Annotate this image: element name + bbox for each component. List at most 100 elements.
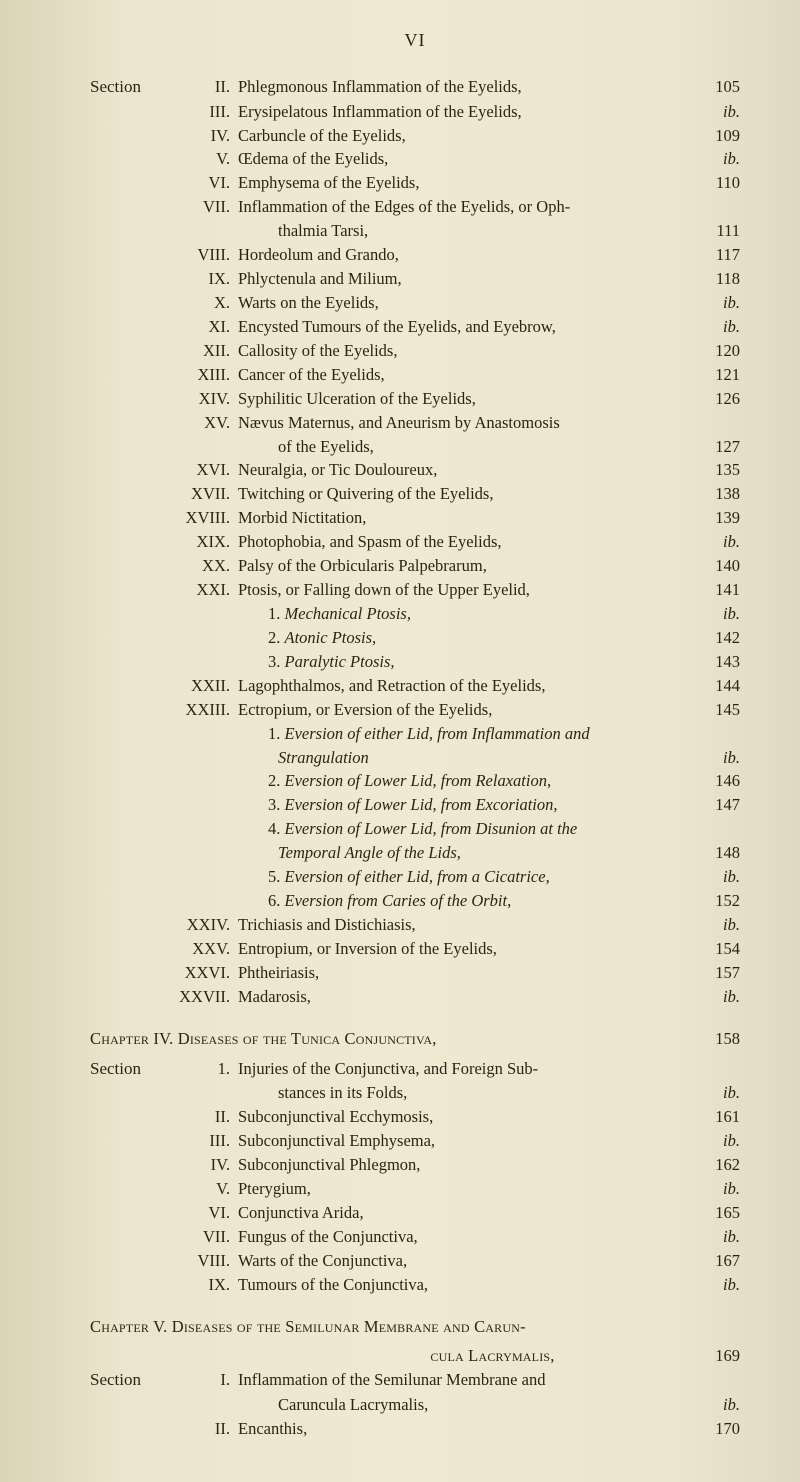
toc-row: Caruncula Lacrymalis,ib. xyxy=(90,1393,740,1417)
toc-row: XIV.Syphilitic Ulceration of the Eyelids… xyxy=(90,387,740,411)
entry-title: Warts on the Eyelids, xyxy=(238,291,695,315)
roman-numeral: III. xyxy=(165,100,238,124)
entry-page: ib. xyxy=(695,291,740,315)
entry-title: 3. Paralytic Ptosis, xyxy=(238,650,695,674)
toc-row: IX.Phlyctenula and Milium,118 xyxy=(90,267,740,291)
roman-numeral: V. xyxy=(165,147,238,171)
toc-row: of the Eyelids,127 xyxy=(90,435,740,459)
entry-title: Subconjunctival Ecchymosis, xyxy=(238,1105,695,1129)
roman-numeral: VI. xyxy=(165,171,238,195)
chapter-iv-row: Chapter IV. Diseases of the Tunica Conju… xyxy=(90,1027,740,1051)
roman-numeral: XXV. xyxy=(165,937,238,961)
entry-title: Emphysema of the Eyelids, xyxy=(238,171,695,195)
entry-title: Encanthis, xyxy=(238,1417,695,1441)
roman-numeral: XXII. xyxy=(165,674,238,698)
entry-title: Hordeolum and Grando, xyxy=(238,243,695,267)
entry-page: 143 xyxy=(695,650,740,674)
entry-title: Trichiasis and Distichiasis, xyxy=(238,913,695,937)
entry-page: 109 xyxy=(695,124,740,148)
roman-numeral: XIX. xyxy=(165,530,238,554)
toc-row: 2. Atonic Ptosis,142 xyxy=(90,626,740,650)
entry-page: 167 xyxy=(695,1249,740,1273)
entry-page: ib. xyxy=(695,602,740,626)
entry-title: Subconjunctival Emphysema, xyxy=(238,1129,695,1153)
entry-page: 161 xyxy=(695,1105,740,1129)
toc-row: VIII.Warts of the Conjunctiva,167 xyxy=(90,1249,740,1273)
chapter-v-row-1: Chapter V. Diseases of the Semilunar Mem… xyxy=(90,1315,740,1339)
toc-row: III.Subconjunctival Emphysema,ib. xyxy=(90,1129,740,1153)
toc-row: 3. Paralytic Ptosis,143 xyxy=(90,650,740,674)
entry-title: 4. Eversion of Lower Lid, from Disunion … xyxy=(238,817,695,841)
entry-title: Ptosis, or Falling down of the Upper Eye… xyxy=(238,578,695,602)
entry-title: Erysipelatous Inflammation of the Eyelid… xyxy=(238,100,695,124)
roman-numeral: XVIII. xyxy=(165,506,238,530)
chapter-iv-title: Diseases of the Tunica Conjunctiva, xyxy=(178,1029,437,1048)
entry-page: 157 xyxy=(695,961,740,985)
entry-title: Inflammation of the Edges of the Eyelids… xyxy=(238,195,695,219)
roman-numeral: XI. xyxy=(165,315,238,339)
toc-row: XIII.Cancer of the Eyelids,121 xyxy=(90,363,740,387)
toc-row: 6. Eversion from Caries of the Orbit,152 xyxy=(90,889,740,913)
toc-row: XXV.Entropium, or Inversion of the Eyeli… xyxy=(90,937,740,961)
entry-page: ib. xyxy=(695,147,740,171)
roman-numeral: IX. xyxy=(165,1273,238,1297)
toc-row: 3. Eversion of Lower Lid, from Excoriati… xyxy=(90,793,740,817)
entry-title: 1. Mechanical Ptosis, xyxy=(238,602,695,626)
entry-page: ib. xyxy=(695,1393,740,1417)
entry-title: Œdema of the Eyelids, xyxy=(238,147,695,171)
entry-page: 145 xyxy=(695,698,740,722)
roman-numeral: II. xyxy=(165,75,238,99)
toc-block-3: SectionI.Inflammation of the Semilunar M… xyxy=(90,1368,740,1440)
entry-page: 121 xyxy=(695,363,740,387)
roman-numeral: I. xyxy=(165,1368,238,1392)
roman-numeral: VIII. xyxy=(165,1249,238,1273)
entry-page: 162 xyxy=(695,1153,740,1177)
entry-title: Cancer of the Eyelids, xyxy=(238,363,695,387)
toc-row: XXVII.Madarosis,ib. xyxy=(90,985,740,1009)
chapter-v-title-l1: Diseases of the Semilunar Membrane and C… xyxy=(172,1317,526,1336)
entry-page: ib. xyxy=(695,1273,740,1297)
chapter-iv-label: Chapter IV. xyxy=(90,1029,178,1048)
roman-numeral: II. xyxy=(165,1417,238,1441)
toc-row: 4. Eversion of Lower Lid, from Disunion … xyxy=(90,817,740,841)
toc-row: Section1.Injuries of the Conjunctiva, an… xyxy=(90,1057,740,1082)
entry-page: 127 xyxy=(695,435,740,459)
chapter-v-title-l2: cula Lacrymalis, xyxy=(238,1344,695,1368)
roman-numeral: VII. xyxy=(165,195,238,219)
roman-numeral: XXI. xyxy=(165,578,238,602)
toc-row: XXI.Ptosis, or Falling down of the Upper… xyxy=(90,578,740,602)
roman-numeral: 1. xyxy=(165,1057,238,1081)
toc-row: XII.Callosity of the Eyelids,120 xyxy=(90,339,740,363)
toc-row: XVI.Neuralgia, or Tic Douloureux,135 xyxy=(90,458,740,482)
toc-row: Strangulationib. xyxy=(90,746,740,770)
entry-page: 140 xyxy=(695,554,740,578)
page-number: VI xyxy=(90,30,740,51)
entry-title: Fungus of the Conjunctiva, xyxy=(238,1225,695,1249)
toc-row: V.Œdema of the Eyelids,ib. xyxy=(90,147,740,171)
entry-page: ib. xyxy=(695,1177,740,1201)
toc-row: II.Encanthis,170 xyxy=(90,1417,740,1441)
entry-page: ib. xyxy=(695,1225,740,1249)
entry-title: Lagophthalmos, and Retraction of the Eye… xyxy=(238,674,695,698)
toc-row: V.Pterygium,ib. xyxy=(90,1177,740,1201)
roman-numeral: VII. xyxy=(165,1225,238,1249)
entry-title: Phlyctenula and Milium, xyxy=(238,267,695,291)
roman-numeral: XXVII. xyxy=(165,985,238,1009)
entry-title: Phtheiriasis, xyxy=(238,961,695,985)
entry-page: 126 xyxy=(695,387,740,411)
entry-title: 2. Eversion of Lower Lid, from Relaxatio… xyxy=(238,769,695,793)
section-label-cell: Section xyxy=(90,1057,165,1082)
toc-row: IV.Subconjunctival Phlegmon,162 xyxy=(90,1153,740,1177)
roman-numeral: V. xyxy=(165,1177,238,1201)
chapter-v-label: Chapter V. xyxy=(90,1317,172,1336)
roman-numeral: XXIV. xyxy=(165,913,238,937)
roman-numeral: III. xyxy=(165,1129,238,1153)
toc-row: Temporal Angle of the Lids,148 xyxy=(90,841,740,865)
roman-numeral: IV. xyxy=(165,1153,238,1177)
toc-row: 1. Mechanical Ptosis,ib. xyxy=(90,602,740,626)
entry-title: Nævus Maternus, and Aneurism by Anastomo… xyxy=(238,411,695,435)
entry-page: ib. xyxy=(695,1129,740,1153)
entry-page: 138 xyxy=(695,482,740,506)
chapter-v-row-2: cula Lacrymalis, 169 xyxy=(90,1344,740,1368)
roman-numeral: XV. xyxy=(165,411,238,435)
